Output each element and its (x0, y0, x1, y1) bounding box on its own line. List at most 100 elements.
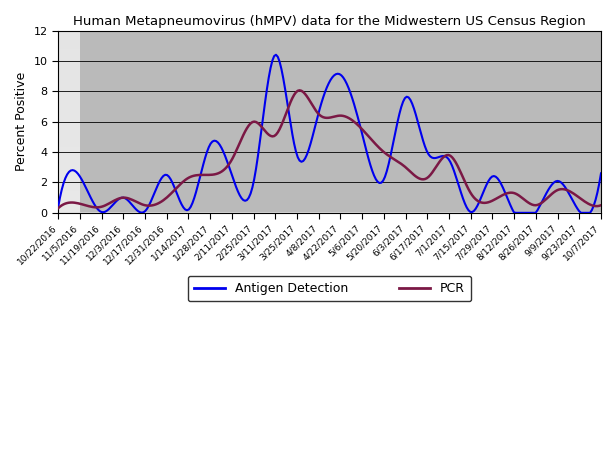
Bar (58, 132, 601, 213)
Bar (58, 82, 80, 92)
Bar (58, 151, 601, 213)
Bar (58, 61, 601, 212)
Bar (58, 57, 601, 212)
Bar (58, 61, 601, 212)
Bar (58, 51, 601, 212)
Line: PCR: PCR (58, 91, 601, 208)
Bar (58, 112, 601, 213)
PCR (54, 206, 62, 211)
Bar (58, 135, 601, 213)
PCR (379, 149, 387, 154)
Bar (58, 98, 601, 212)
Bar (58, 102, 601, 212)
Legend: Antigen Detection, PCR: Antigen Detection, PCR (188, 276, 471, 301)
Bar (58, 141, 601, 213)
Bar (58, 74, 601, 212)
Bar (58, 144, 601, 213)
Bar (58, 170, 601, 213)
Bar (58, 116, 601, 213)
Bar (58, 185, 601, 213)
Bar (58, 84, 601, 212)
PCR (56, 204, 63, 209)
Bar (58, 148, 601, 213)
Y-axis label: Percent Positive: Percent Positive (15, 72, 28, 171)
Bar (58, 200, 601, 213)
Bar (58, 172, 601, 213)
Bar (58, 129, 601, 213)
Bar (58, 176, 601, 213)
Antigen Detection (516, 210, 523, 216)
Bar (58, 207, 601, 213)
Bar (58, 138, 601, 213)
Bar (58, 85, 601, 212)
Bar (58, 120, 601, 213)
Bar (58, 62, 601, 212)
Bar (58, 178, 601, 213)
Bar (58, 56, 601, 212)
Bar (58, 190, 601, 213)
Bar (58, 91, 601, 212)
Bar (58, 156, 601, 213)
PCR (598, 202, 605, 208)
Bar (58, 189, 601, 213)
Bar (58, 31, 601, 212)
Antigen Detection (56, 195, 63, 201)
Bar (58, 150, 601, 213)
Bar (58, 158, 601, 213)
Bar (58, 195, 601, 213)
Bar (58, 124, 601, 213)
Bar (58, 65, 601, 212)
Bar (58, 71, 601, 212)
Bar (58, 111, 601, 213)
Bar (58, 127, 601, 213)
Bar (58, 162, 601, 213)
Bar (58, 34, 601, 212)
Bar (58, 50, 601, 212)
PCR (378, 147, 385, 152)
Bar (58, 192, 601, 213)
Bar (58, 169, 601, 213)
Bar (58, 174, 601, 213)
Bar (58, 184, 601, 213)
Bar (58, 36, 601, 212)
Bar (58, 186, 601, 213)
Bar (58, 49, 80, 60)
Bar (58, 154, 601, 213)
Bar (58, 109, 601, 213)
Bar (58, 58, 601, 212)
Bar (58, 139, 601, 213)
Bar (58, 147, 601, 213)
Bar (58, 75, 601, 212)
Bar (58, 191, 80, 202)
Bar (58, 96, 601, 212)
Bar (58, 110, 601, 213)
Bar (58, 125, 601, 213)
Bar (58, 202, 601, 213)
Bar (58, 45, 601, 212)
Bar (58, 164, 601, 213)
Bar (58, 149, 601, 213)
Bar (58, 5, 80, 16)
Bar (58, 38, 80, 49)
Bar (58, 176, 601, 213)
Bar (58, 71, 80, 82)
Bar (58, 87, 601, 212)
Bar (58, 177, 601, 213)
Bar (58, 152, 601, 213)
Bar (58, 105, 601, 213)
Antigen Detection (379, 178, 387, 183)
PCR (514, 192, 521, 197)
Bar (58, 92, 80, 103)
Bar (58, 63, 601, 212)
Bar (58, 80, 601, 212)
Bar (58, 100, 601, 212)
Bar (58, 43, 601, 212)
Bar (58, 159, 601, 213)
Bar (58, 83, 601, 212)
Bar (58, 46, 601, 212)
Bar (58, 175, 601, 213)
Bar (58, 38, 601, 212)
Bar (58, 93, 601, 212)
Bar (58, 134, 601, 213)
Bar (58, 155, 601, 213)
